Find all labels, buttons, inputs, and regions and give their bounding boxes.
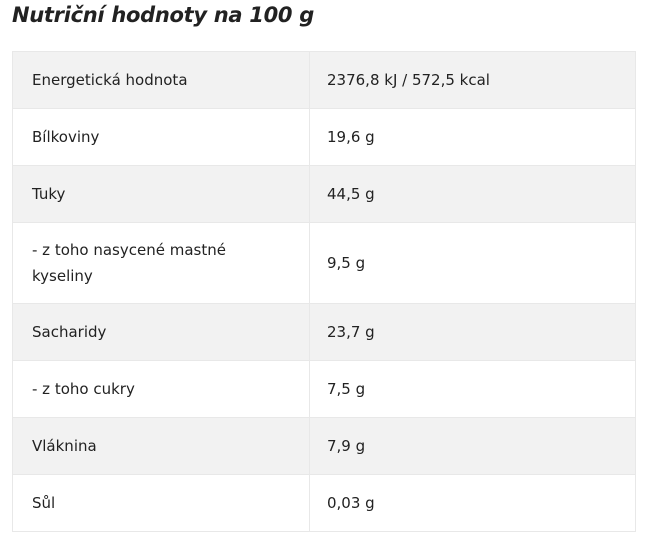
label-cell: Vláknina [12,417,310,475]
label-cell: Tuky [12,165,310,223]
label-cell: Energetická hodnota [12,51,310,109]
table-row: Bílkoviny 19,6 g [12,108,636,166]
label-cell: Sacharidy [12,303,310,361]
table-row: Tuky 44,5 g [12,165,636,223]
table-row: Sacharidy 23,7 g [12,303,636,361]
value-cell: 0,03 g [309,474,636,532]
label-cell: - z toho nasycené mastné kyseliny [12,222,310,304]
table-row: - z toho nasycené mastné kyseliny 9,5 g [12,222,636,304]
table-row: Vláknina 7,9 g [12,417,636,475]
title: Nutriční hodnoty na 100 g [12,3,314,27]
value-cell: 44,5 g [309,165,636,223]
label-cell: Sůl [12,474,310,532]
table-row: Sůl 0,03 g [12,474,636,532]
table-row: Energetická hodnota 2376,8 kJ / 572,5 kca… [12,51,636,109]
label-cell: - z toho cukry [12,360,310,418]
value-cell: 2376,8 kJ / 572,5 kcal [309,51,636,109]
value-cell: 9,5 g [309,222,636,304]
value-cell: 7,5 g [309,360,636,418]
value-cell: 23,7 g [309,303,636,361]
table-row: - z toho cukry 7,5 g [12,360,636,418]
value-cell: 19,6 g [309,108,636,166]
label-cell: Bílkoviny [12,108,310,166]
value-cell: 7,9 g [309,417,636,475]
nutrition-table: Energetická hodnota 2376,8 kJ / 572,5 kca… [12,51,636,532]
